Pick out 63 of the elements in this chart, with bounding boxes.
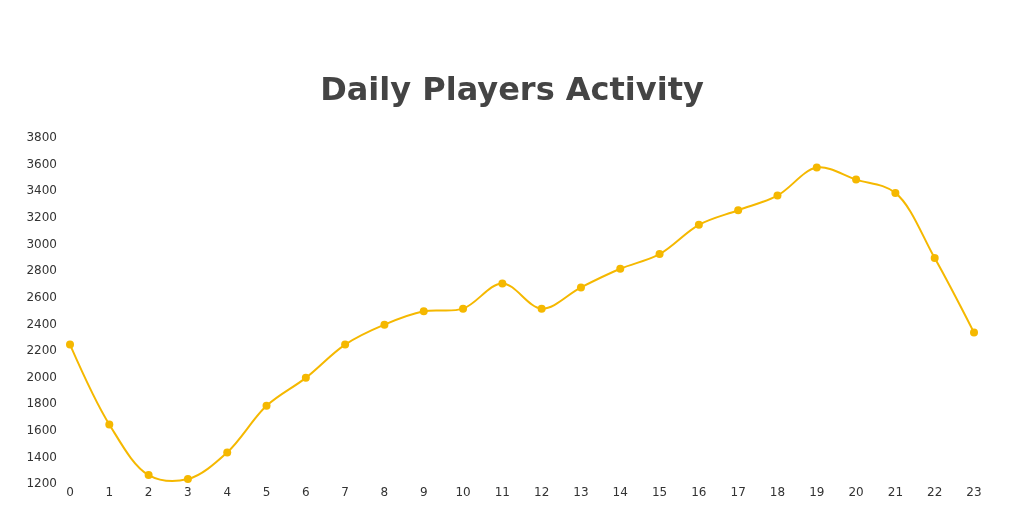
point <box>341 340 350 349</box>
x-tick-label: 10 <box>455 485 471 499</box>
point <box>301 373 310 382</box>
y-tick-label: 2600 <box>26 289 57 304</box>
point <box>537 304 546 313</box>
point <box>616 264 625 273</box>
y-tick-label: 3600 <box>26 156 57 171</box>
y-tick-label: 2200 <box>26 343 57 358</box>
point <box>694 220 703 229</box>
y-tick-label: 3000 <box>26 236 57 251</box>
point <box>970 328 978 337</box>
x-tick-label: 20 <box>848 485 864 499</box>
point <box>262 401 271 410</box>
point <box>576 283 585 292</box>
x-tick-label: 1 <box>105 485 114 499</box>
x-tick-label: 11 <box>494 485 510 499</box>
point <box>891 188 900 197</box>
point <box>66 340 74 349</box>
x-tick-label: 15 <box>651 485 668 499</box>
x-tick-label: 14 <box>612 485 628 499</box>
y-tick-label: 2400 <box>26 316 57 331</box>
point <box>183 475 192 484</box>
x-tick-label: 13 <box>573 485 589 499</box>
point <box>223 448 232 457</box>
x-tick-label: 9 <box>419 485 428 499</box>
point <box>930 254 939 263</box>
point <box>852 175 861 184</box>
point <box>380 320 389 329</box>
point <box>144 471 153 480</box>
y-tick-label: 1800 <box>26 396 57 411</box>
x-tick-label: 21 <box>887 485 904 499</box>
y-tick-label: 3200 <box>26 210 57 225</box>
y-tick-label: 2000 <box>26 369 57 384</box>
y-tick-label: 3400 <box>26 183 57 198</box>
x-tick-label: 18 <box>769 485 786 499</box>
y-tick-label: 1600 <box>26 422 57 437</box>
x-tick-label: 19 <box>809 485 825 499</box>
point <box>105 420 114 429</box>
point <box>459 304 468 313</box>
x-tick-label: 3 <box>184 485 192 499</box>
x-tick-label: 4 <box>223 485 232 499</box>
point <box>498 279 507 288</box>
point <box>655 250 664 259</box>
y-tick-label: 2800 <box>26 263 57 278</box>
x-tick-label: 5 <box>262 485 271 499</box>
x-tick-label: 23 <box>966 485 982 499</box>
y-tick-label: 1200 <box>26 476 57 491</box>
x-tick-label: 16 <box>691 485 707 499</box>
y-tick-label: 1400 <box>26 449 57 464</box>
point <box>773 191 782 200</box>
x-tick-label: 0 <box>66 485 74 499</box>
point <box>419 307 428 316</box>
x-tick-label: 6 <box>302 485 310 499</box>
point <box>812 163 821 172</box>
x-tick-label: 12 <box>534 485 550 499</box>
point <box>734 206 743 215</box>
x-tick-label: 8 <box>380 485 389 499</box>
x-tick-label: 17 <box>730 485 746 499</box>
x-tick-label: 7 <box>341 485 349 499</box>
chart-title: Daily Players Activity <box>320 70 704 109</box>
y-tick-label: 3800 <box>26 130 57 145</box>
x-tick-label: 22 <box>927 485 943 499</box>
x-tick-label: 2 <box>144 485 153 499</box>
